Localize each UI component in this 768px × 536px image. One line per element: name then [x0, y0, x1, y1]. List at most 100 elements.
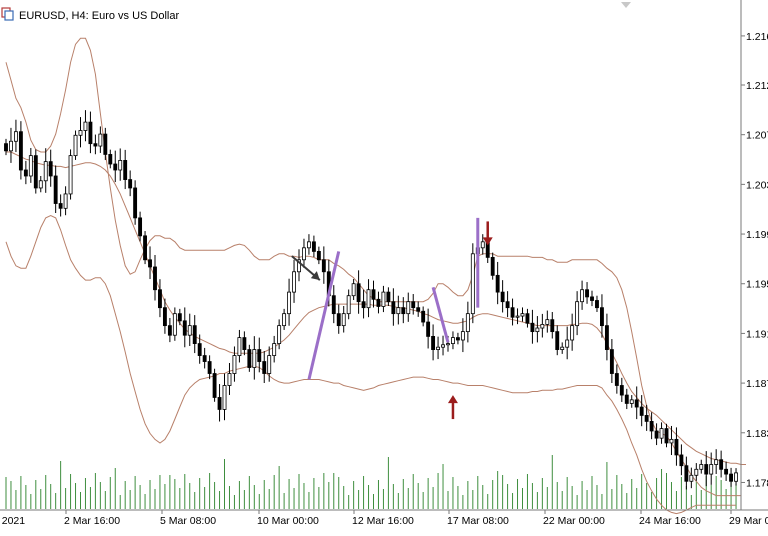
time-axis: 1 Mar 2021 2 Mar 16:00 5 Mar 08:00 10 Mar 0…: [0, 510, 768, 527]
candle-bear: [500, 291, 505, 303]
candle-bear: [197, 343, 202, 356]
candle-bull: [277, 325, 282, 344]
candle-bull: [13, 131, 18, 142]
candle-bear: [595, 300, 599, 309]
candle-bull: [267, 355, 272, 374]
candle-bear: [649, 421, 654, 432]
bollinger-lower-band: [5, 214, 736, 515]
price-tick-label: 1.19965: [746, 229, 768, 241]
candle-bull: [515, 315, 520, 318]
candle-bear: [158, 289, 162, 309]
plot-area: [4, 37, 746, 515]
candle-bull: [470, 253, 475, 315]
candle-bear: [123, 160, 128, 180]
candle-bull: [570, 325, 575, 341]
candle-bear: [510, 307, 515, 318]
candle-bear: [113, 163, 118, 171]
candle-bear: [421, 310, 426, 323]
candle-bear: [242, 337, 247, 350]
candle-bull: [172, 313, 177, 336]
price-tick-label: 1.21210: [746, 80, 768, 92]
scroll-marker-icon[interactable]: [621, 2, 631, 8]
candle-bear: [311, 241, 316, 252]
gray-arrow-head: [310, 271, 320, 281]
candle-bear: [148, 259, 152, 268]
candle-bear: [182, 320, 187, 336]
candle-bear: [58, 203, 63, 209]
candle-bull: [282, 313, 287, 327]
candle-bear: [525, 313, 530, 324]
candle-bull: [227, 373, 232, 386]
candle-bear: [167, 325, 172, 336]
price-axis: 1.21620 1.21210 1.20795 1.20380 1.19965 1.195…: [741, 31, 768, 489]
price-tick-label: 1.20795: [746, 130, 768, 142]
candle-bull: [341, 313, 346, 327]
candle-bear: [18, 131, 23, 171]
candle-bull: [580, 289, 585, 303]
candle-bear: [386, 291, 391, 303]
candle-bull: [575, 301, 580, 327]
candle-bear: [212, 373, 217, 398]
candle-bull: [406, 301, 411, 315]
candle-bear: [411, 301, 416, 309]
candle-bull: [545, 319, 550, 325]
candle-bull: [232, 355, 237, 374]
candle-bull: [366, 289, 371, 309]
candle-bear: [634, 399, 639, 408]
time-tick-label: 2 Mar 16:00: [64, 515, 120, 527]
candle-bear: [416, 307, 421, 312]
candle-bear: [530, 322, 535, 333]
candle-bull: [237, 337, 242, 356]
candle-bull: [118, 160, 123, 171]
candle-bull: [381, 291, 386, 307]
candle-bear: [431, 336, 436, 350]
candle-bull: [669, 438, 674, 444]
candle-bull: [565, 339, 570, 348]
candle-bear: [664, 428, 669, 444]
candle-bear: [654, 430, 659, 439]
candle-bull: [659, 428, 664, 439]
time-tick-label: 12 Mar 16:00: [352, 515, 414, 527]
candle-bull: [714, 459, 719, 465]
candle-bear: [53, 175, 58, 204]
candle-bear: [590, 296, 594, 301]
candle-bear: [138, 217, 143, 237]
candle-bull: [187, 325, 192, 336]
candle-bear: [585, 289, 589, 298]
candle-bear: [600, 307, 604, 327]
candle-bull: [734, 472, 738, 482]
chart-title: EURUSD, H4: Euro vs US Dollar: [19, 10, 179, 22]
candle-bull: [451, 337, 455, 344]
candle-bear: [391, 301, 396, 315]
candle-bear: [704, 464, 709, 475]
candle-bear: [729, 473, 734, 482]
candle-bear: [336, 313, 341, 327]
candle-bull: [83, 121, 88, 131]
candle-bear: [207, 361, 212, 374]
candle-bear: [88, 121, 93, 145]
candle-bear: [674, 438, 679, 456]
candle-bull: [222, 385, 227, 410]
candle-bull: [540, 324, 545, 329]
candle-bear: [48, 161, 53, 177]
candle-bull: [689, 474, 694, 482]
candle-bull: [78, 130, 83, 136]
candle-bear: [684, 465, 689, 482]
candle-bear: [724, 468, 729, 475]
chart-window-icon[interactable]: [1, 7, 14, 21]
candle-bear: [555, 331, 560, 350]
price-tick-label: 1.19135: [746, 328, 768, 340]
candle-bull: [63, 193, 68, 209]
candle-bull: [709, 464, 714, 475]
candle-bull: [252, 349, 257, 368]
candle-bull: [287, 291, 292, 315]
candle-bear: [153, 266, 157, 291]
candle-bull: [699, 464, 704, 470]
bollinger-middle-band: [6, 151, 746, 465]
time-tick-label: 17 Mar 08:00: [447, 515, 509, 527]
candle-bear: [550, 319, 555, 333]
candle-bull: [297, 259, 301, 273]
price-tick-label: 1.20380: [746, 179, 768, 191]
